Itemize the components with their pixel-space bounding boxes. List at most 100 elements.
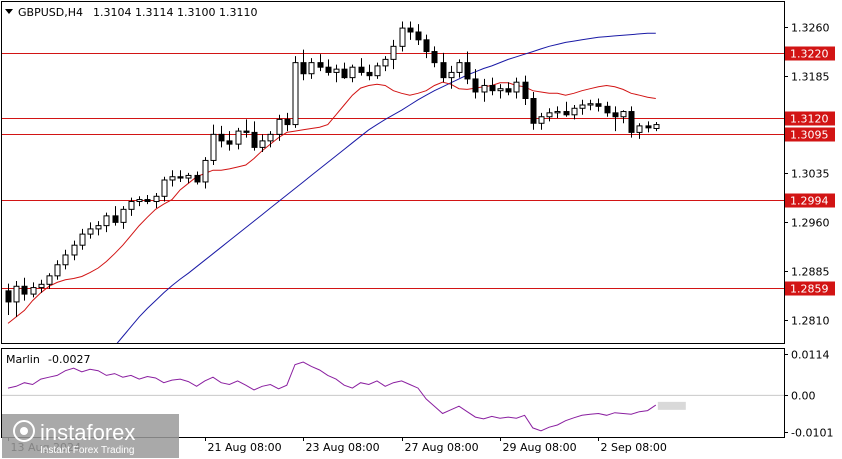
candle-57 (472, 69, 479, 99)
dropdown-triangle-icon[interactable] (5, 9, 13, 14)
candle-50 (415, 24, 422, 46)
price-tick-0: 1.3260 (791, 22, 830, 35)
candle-71 (587, 99, 594, 111)
candle-34 (284, 112, 291, 132)
candle-24 (202, 157, 209, 189)
candle-36 (300, 49, 307, 81)
symbol-title: GBPUSD,H4 (18, 6, 83, 19)
candle-69 (571, 105, 578, 120)
candle-48 (399, 21, 406, 52)
candle-7 (62, 249, 69, 270)
price-tick-4: 1.2885 (791, 266, 830, 279)
candle-53 (440, 52, 447, 83)
candle-11 (95, 221, 102, 236)
candle-4 (38, 279, 45, 293)
candle-2 (21, 277, 28, 301)
level-tag-0: 1.3220 (790, 48, 829, 61)
time-tick-2: 23 Aug 08:00 (306, 441, 380, 454)
watermark-logo-icon (13, 420, 35, 442)
oscillator-axis: 0.0114 0.00 -0.0101 (784, 349, 833, 440)
osc-tick-1: 0.00 (791, 390, 816, 403)
candle-40 (333, 64, 340, 83)
price-axis: 1.3260 1.3185 1.3035 1.2960 1.2885 1.2810 (784, 22, 830, 328)
candle-47 (390, 39, 397, 70)
candle-79 (653, 121, 660, 132)
candle-22 (185, 172, 192, 184)
level-tag-4: 1.2859 (790, 283, 829, 296)
candle-8 (71, 240, 78, 261)
oscillator-shade (657, 401, 686, 410)
candle-46 (382, 56, 389, 72)
level-tag-3: 1.2994 (790, 195, 829, 208)
candle-19 (161, 176, 168, 202)
oscillator-zero-band (2, 394, 784, 410)
candle-0 (5, 283, 12, 315)
candle-49 (407, 21, 414, 40)
candle-51 (423, 34, 430, 59)
candle-35 (292, 56, 299, 128)
level-tag-bg-2 (785, 127, 835, 142)
watermark: instaforex Instant Forex Trading (2, 414, 179, 458)
candle-66 (546, 108, 553, 122)
candle-63 (522, 75, 529, 106)
candle-21 (177, 170, 184, 182)
candle-33 (276, 114, 283, 141)
oscillator-series (7, 361, 657, 432)
candle-73 (604, 101, 611, 117)
candle-31 (259, 134, 266, 152)
candle-62 (513, 77, 520, 99)
price-tick-2: 1.3035 (791, 168, 830, 181)
candle-6 (54, 260, 61, 280)
candle-17 (144, 194, 151, 205)
candle-44 (366, 64, 373, 81)
candle-60 (497, 84, 504, 99)
osc-tick-0: 0.0114 (791, 349, 830, 362)
level-tag-bg-3 (785, 193, 835, 208)
candle-13 (112, 206, 119, 226)
candle-65 (538, 112, 545, 130)
level-tag-bg-0 (785, 46, 835, 61)
watermark-tagline: Instant Forex Trading (40, 445, 135, 456)
time-tick-4: 29 Aug 08:00 (503, 441, 577, 454)
level-tag-2: 1.3095 (790, 129, 829, 142)
oscillator-name: Marlin (6, 353, 40, 366)
oscillator-pane-frame (1, 348, 785, 438)
time-tick-5: 2 Sep 08:00 (601, 441, 667, 454)
candle-29 (243, 119, 250, 138)
candle-78 (645, 121, 652, 133)
candles (5, 21, 660, 317)
zero-line (2, 394, 784, 396)
candle-1 (13, 281, 20, 317)
watermark-box (2, 414, 179, 458)
candle-15 (128, 197, 135, 216)
candle-59 (489, 77, 496, 96)
candle-43 (358, 58, 365, 76)
candle-52 (431, 46, 438, 68)
candle-77 (636, 123, 643, 139)
candle-70 (579, 99, 586, 115)
price-tick-3: 1.2960 (791, 217, 830, 230)
moving-averages (7, 32, 656, 343)
candle-23 (194, 171, 201, 185)
time-tick-3: 27 Aug 08:00 (405, 441, 479, 454)
candle-26 (218, 125, 225, 148)
watermark-brand: instaforex (40, 420, 135, 445)
candle-37 (308, 58, 315, 79)
candle-74 (612, 106, 619, 132)
watermark-logo-dot-icon (20, 427, 28, 435)
level-tags: 1.3220 1.3120 1.3095 1.2994 1.2859 (785, 46, 835, 296)
candle-75 (620, 110, 627, 124)
candle-16 (136, 196, 143, 207)
price-tick-5: 1.2810 (791, 315, 830, 328)
level-tag-1: 1.3120 (790, 113, 829, 126)
price-pane-frame (1, 1, 785, 344)
candle-76 (628, 106, 635, 138)
candle-38 (317, 54, 324, 72)
slow-ma-line (116, 32, 656, 343)
candle-14 (120, 206, 127, 229)
candle-9 (79, 228, 86, 250)
oscillator-value: -0.0027 (48, 353, 90, 366)
ohlc-readout: 1.3104 1.3114 1.3100 1.3110 (93, 6, 257, 19)
candle-64 (530, 91, 537, 130)
